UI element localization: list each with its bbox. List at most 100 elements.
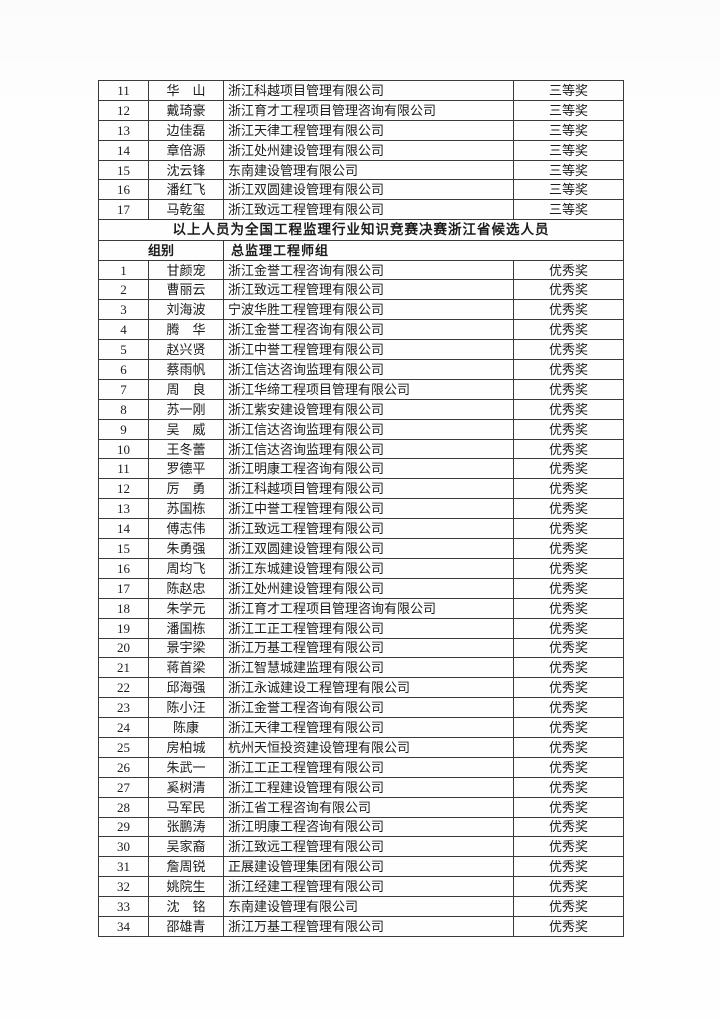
table-row: 12 戴琦豪 浙江育才工程项目管理咨询有限公司 三等奖 <box>98 99 624 121</box>
table-row: 20 景宇梁 浙江万基工程管理有限公司 优秀奖 <box>98 637 624 659</box>
table-row: 32 姚院生 浙江经建工程管理有限公司 优秀奖 <box>98 876 624 898</box>
table-row: 13 边佳磊 浙江天律工程管理有限公司 三等奖 <box>98 119 624 141</box>
cell-number: 26 <box>98 756 149 778</box>
cell-award: 优秀奖 <box>513 279 624 301</box>
third-prize-section: 11 华 山浙江科越项目管理有限公司 三等奖 12 戴琦豪 浙江育才工程项目管理咨询有限公… <box>98 80 624 221</box>
cell-name: 罗德平 <box>148 458 224 480</box>
cell-name: 张鹏涛 <box>148 816 224 838</box>
cell-company: 浙江信达咨询监理有限公司 <box>223 418 514 440</box>
cell-award: 优秀奖 <box>513 697 624 719</box>
cell-company: 浙江省工程咨询有限公司 <box>223 796 514 818</box>
table-row: 22 邱海强 浙江永诚建设工程管理有限公司 优秀奖 <box>98 677 624 699</box>
table-row: 3 刘海波 宁波华胜工程管理有限公司 优秀奖 <box>98 299 624 321</box>
cell-company: 浙江育才工程项目管理咨询有限公司 <box>223 597 514 619</box>
cell-name: 吴家裔 <box>148 836 224 858</box>
cell-award: 优秀奖 <box>513 359 624 380</box>
cell-number: 23 <box>98 697 149 719</box>
group-header-row: 组别 总监理工程师组 <box>98 239 624 261</box>
cell-number: 17 <box>98 577 149 599</box>
cell-award: 优秀奖 <box>513 816 624 838</box>
cell-company: 浙江工正工程管理有限公司 <box>223 617 514 639</box>
table-row: 2 曹丽云 浙江致远工程管理有限公司 优秀奖 <box>98 279 624 301</box>
table-row: 10 王冬蕾 浙江信达咨询监理有限公司 优秀奖 <box>98 438 624 460</box>
cell-company: 浙江经建工程管理有限公司 <box>223 876 514 898</box>
cell-award: 优秀奖 <box>513 378 624 400</box>
cell-number: 19 <box>98 617 149 639</box>
cell-name: 华 山 <box>148 80 224 101</box>
cell-award: 优秀奖 <box>513 856 624 878</box>
cell-award: 优秀奖 <box>513 518 624 540</box>
cell-name: 边佳磊 <box>148 119 224 141</box>
table-row: 12 厉 勇浙江科越项目管理有限公司 优秀奖 <box>98 478 624 500</box>
cell-number: 1 <box>98 259 149 281</box>
table-row: 5 赵兴贤 浙江中誉工程管理有限公司 优秀奖 <box>98 339 624 361</box>
cell-name: 蒋首梁 <box>148 657 224 679</box>
cell-name: 朱武一 <box>148 756 224 778</box>
cell-number: 7 <box>98 378 149 400</box>
cell-company: 浙江金誉工程咨询有限公司 <box>223 259 514 281</box>
cell-number: 16 <box>98 179 149 201</box>
table-row: 15 朱勇强 浙江双圆建设管理有限公司 优秀奖 <box>98 538 624 559</box>
table-row: 31 詹周锐 正展建设管理集团有限公司 优秀奖 <box>98 856 624 878</box>
cell-name: 苏国栋 <box>148 498 224 520</box>
cell-company: 浙江致远工程管理有限公司 <box>223 199 514 221</box>
cell-award: 三等奖 <box>513 80 624 101</box>
table-row: 13 苏国栋 浙江中誉工程管理有限公司 优秀奖 <box>98 498 624 520</box>
cell-company: 浙江信达咨询监理有限公司 <box>223 359 514 380</box>
cell-name: 邱海强 <box>148 677 224 699</box>
cell-award: 优秀奖 <box>513 736 624 758</box>
cell-name: 朱勇强 <box>148 538 224 559</box>
group-label: 组别 <box>98 239 224 261</box>
cell-award: 优秀奖 <box>513 498 624 520</box>
table-row: 17 陈赵忠 浙江处州建设管理有限公司 优秀奖 <box>98 577 624 599</box>
table-row: 14 章倍源 浙江处州建设管理有限公司 三等奖 <box>98 139 624 161</box>
group-value: 总监理工程师组 <box>223 239 624 261</box>
cell-company: 浙江处州建设管理有限公司 <box>223 139 514 161</box>
cell-company: 浙江万基工程管理有限公司 <box>223 637 514 659</box>
cell-name: 腾 华 <box>148 319 224 341</box>
cell-award: 优秀奖 <box>513 577 624 599</box>
table-row: 26 朱武一 浙江工正工程管理有限公司 优秀奖 <box>98 756 624 778</box>
cell-award: 优秀奖 <box>513 418 624 440</box>
cell-company: 杭州天恒投资建设管理有限公司 <box>223 736 514 758</box>
cell-number: 33 <box>98 896 149 917</box>
cell-number: 21 <box>98 657 149 679</box>
cell-name: 戴琦豪 <box>148 99 224 121</box>
cell-company: 浙江明康工程咨询有限公司 <box>223 458 514 480</box>
cell-name: 陈康 <box>148 717 224 738</box>
cell-name: 潘国栋 <box>148 617 224 639</box>
cell-number: 5 <box>98 339 149 361</box>
cell-award: 三等奖 <box>513 99 624 121</box>
cell-name: 沈 铭 <box>148 896 224 917</box>
cell-name: 曹丽云 <box>148 279 224 301</box>
cell-name: 吴 威 <box>148 418 224 440</box>
cell-number: 3 <box>98 299 149 321</box>
cell-award: 优秀奖 <box>513 557 624 579</box>
cell-number: 17 <box>98 199 149 221</box>
cell-number: 31 <box>98 856 149 878</box>
cell-name: 奚树清 <box>148 776 224 798</box>
cell-name: 周均飞 <box>148 557 224 579</box>
cell-name: 景宇梁 <box>148 637 224 659</box>
cell-award: 三等奖 <box>513 179 624 201</box>
award-table: 11 华 山浙江科越项目管理有限公司 三等奖 12 戴琦豪 浙江育才工程项目管理咨询有限公… <box>98 80 624 938</box>
cell-company: 浙江天律工程管理有限公司 <box>223 717 514 738</box>
cell-number: 13 <box>98 119 149 141</box>
table-row: 16 潘红飞 浙江双圆建设管理有限公司 三等奖 <box>98 179 624 201</box>
cell-number: 11 <box>98 458 149 480</box>
cell-company: 浙江中誉工程管理有限公司 <box>223 339 514 361</box>
cell-company: 浙江致远工程管理有限公司 <box>223 279 514 301</box>
cell-name: 王冬蕾 <box>148 438 224 460</box>
table-row: 17 马乾玺 浙江致远工程管理有限公司 三等奖 <box>98 199 624 221</box>
table-row: 27 奚树清 浙江工程建设管理有限公司 优秀奖 <box>98 776 624 798</box>
cell-number: 27 <box>98 776 149 798</box>
cell-award: 三等奖 <box>513 159 624 181</box>
cell-award: 优秀奖 <box>513 756 624 778</box>
cell-award: 优秀奖 <box>513 915 624 938</box>
cell-company: 浙江东城建设管理有限公司 <box>223 557 514 579</box>
cell-company: 浙江永诚建设工程管理有限公司 <box>223 677 514 699</box>
cell-company: 浙江明康工程咨询有限公司 <box>223 816 514 838</box>
cell-company: 浙江致远工程管理有限公司 <box>223 836 514 858</box>
cell-number: 11 <box>98 80 149 101</box>
